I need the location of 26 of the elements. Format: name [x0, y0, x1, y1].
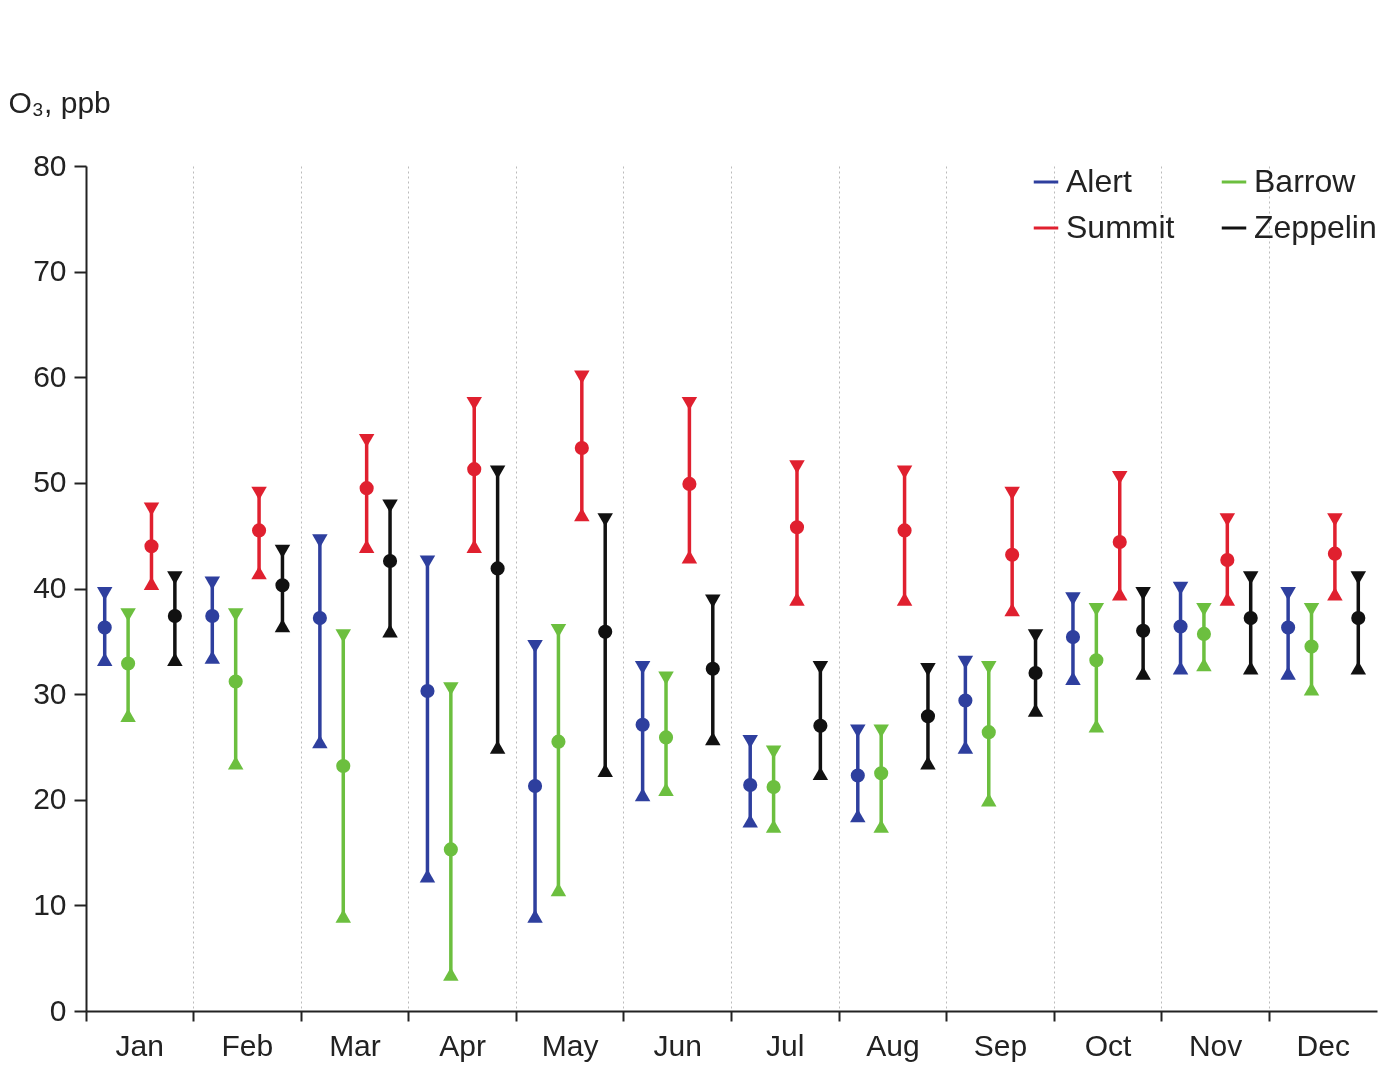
legend-label: Alert: [1066, 163, 1132, 199]
y-tick-label: 20: [33, 782, 67, 816]
y-tick-label: 50: [33, 465, 67, 499]
x-tick-label: Apr: [439, 1028, 486, 1062]
legend-label: Barrow: [1254, 163, 1357, 199]
y-tick-label: 80: [33, 148, 67, 182]
x-tick-label: Mar: [329, 1028, 381, 1062]
y-tick-label: 0: [49, 993, 67, 1027]
y-tick-label: 60: [33, 359, 67, 393]
y-tick-label: 10: [33, 887, 67, 921]
y-tick-label: 30: [33, 676, 67, 710]
x-tick-label: Jan: [115, 1028, 164, 1062]
x-tick-label: Jul: [766, 1028, 805, 1062]
x-tick-label: Nov: [1188, 1028, 1243, 1062]
x-tick-label: Aug: [866, 1028, 920, 1062]
x-tick-label: Sep: [973, 1028, 1028, 1062]
x-tick-label: Oct: [1084, 1028, 1133, 1062]
y-tick-label: 40: [33, 571, 67, 604]
x-tick-label: Jun: [653, 1028, 702, 1062]
x-tick-label: Feb: [221, 1028, 274, 1062]
x-tick-label: Dec: [1296, 1028, 1350, 1062]
legend-label: Summit: [1066, 209, 1175, 245]
y-tick-label: 70: [33, 254, 67, 288]
legend-label: Zeppelin: [1254, 209, 1377, 245]
y-axis-title: O₃, ppb: [8, 85, 111, 119]
x-tick-label: May: [541, 1028, 599, 1062]
